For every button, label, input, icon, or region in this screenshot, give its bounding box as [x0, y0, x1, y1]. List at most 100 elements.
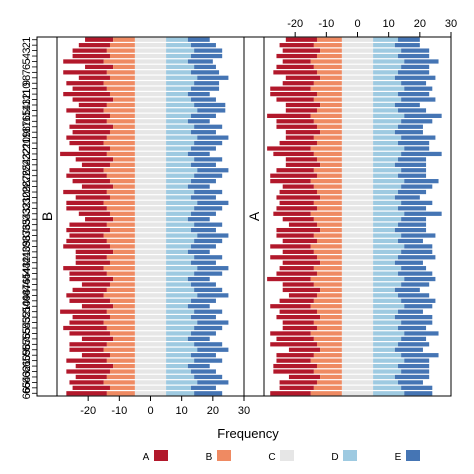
- bar-A-20-C: [341, 140, 374, 146]
- bar-B-18-E: [191, 130, 216, 135]
- bar-A-61-C: [341, 363, 374, 369]
- y-tick-label-28: 28: [21, 180, 33, 192]
- legend-swatch-D: [343, 450, 357, 461]
- bar-B-61-A: [75, 363, 114, 369]
- bar-A-39-E: [404, 244, 433, 249]
- bar-B-17-E: [194, 124, 223, 129]
- bar-A-35-D: [373, 222, 399, 227]
- bar-B-25-D: [166, 168, 198, 173]
- x-tick-label-bottom-0: 0: [147, 405, 153, 417]
- bar-B-36-D: [166, 227, 192, 233]
- bar-A-14-B: [316, 108, 342, 113]
- bar-B-14-D: [166, 108, 198, 113]
- bar-A-55-C: [341, 331, 374, 336]
- bar-B-25-B: [103, 168, 135, 173]
- bar-B-5-D: [166, 59, 188, 64]
- bar-A-26-C: [341, 173, 374, 178]
- y-tick-label-15: 15: [21, 110, 33, 122]
- y-tick-label-22: 22: [21, 148, 33, 160]
- bar-B-46-D: [166, 282, 192, 287]
- bar-B-40-B: [113, 249, 135, 254]
- bar-A-30-C: [341, 195, 374, 200]
- bar-A-15-D: [373, 113, 405, 118]
- bar-B-58-A: [69, 347, 104, 352]
- y-tick-label-43: 43: [21, 262, 33, 274]
- bar-A-28-A: [282, 184, 314, 189]
- bar-A-4-D: [373, 53, 399, 59]
- bar-A-29-C: [341, 189, 374, 195]
- bar-A-29-B: [316, 189, 342, 195]
- bar-B-30-C: [134, 195, 167, 200]
- x-tick-label-top-10: 10: [383, 18, 395, 30]
- bar-A-24-D: [373, 162, 395, 167]
- bar-A-65-B: [313, 385, 342, 390]
- bar-B-1-E: [187, 37, 210, 42]
- bar-A-44-D: [373, 271, 399, 276]
- bar-A-57-E: [398, 342, 430, 347]
- bar-A-16-E: [401, 119, 433, 124]
- bar-A-7-E: [398, 70, 430, 75]
- bar-A-66-E: [404, 391, 433, 396]
- y-tick-label-58: 58: [21, 344, 33, 356]
- bar-A-36-A: [276, 227, 321, 233]
- bar-B-3-E: [194, 48, 223, 53]
- bar-B-7-D: [166, 70, 192, 75]
- y-tick-label-31: 31: [21, 197, 33, 209]
- bar-A-35-E: [398, 222, 427, 227]
- legend-label-D: D: [331, 452, 338, 463]
- bar-A-42-E: [394, 260, 423, 265]
- bar-B-6-E: [194, 64, 216, 70]
- bar-A-30-A: [276, 195, 321, 200]
- y-tick-label-50: 50: [21, 300, 33, 312]
- bar-B-58-B: [103, 347, 135, 352]
- bar-A-38-A: [282, 238, 317, 244]
- bar-B-13-C: [134, 102, 167, 108]
- y-tick-label-49: 49: [21, 295, 33, 307]
- bar-B-34-E: [187, 217, 210, 222]
- bar-A-60-B: [310, 358, 342, 363]
- bar-B-62-D: [166, 369, 192, 374]
- bar-A-6-C: [341, 64, 374, 70]
- bar-B-28-C: [134, 184, 167, 189]
- bar-A-26-B: [316, 173, 342, 178]
- bar-B-35-E: [194, 222, 223, 227]
- bar-B-42-B: [109, 260, 135, 265]
- bar-B-11-B: [109, 91, 135, 97]
- bar-B-52-D: [166, 315, 192, 320]
- bar-A-60-C: [341, 358, 374, 363]
- bar-B-1-A: [85, 37, 114, 42]
- bar-B-26-E: [194, 173, 223, 178]
- y-tick-label-30: 30: [21, 191, 33, 203]
- y-tick-label-60: 60: [21, 355, 33, 367]
- bar-B-37-A: [69, 233, 104, 238]
- bar-A-59-E: [401, 353, 439, 358]
- bar-A-26-E: [398, 173, 427, 178]
- bar-A-10-D: [373, 86, 405, 91]
- bar-A-43-E: [401, 266, 427, 271]
- bar-A-11-D: [373, 91, 399, 97]
- bar-B-35-D: [166, 222, 195, 227]
- y-tick-label-25: 25: [21, 164, 33, 176]
- bar-A-25-B: [313, 168, 342, 173]
- bar-A-54-D: [373, 325, 399, 331]
- bar-B-9-D: [166, 81, 195, 86]
- bar-B-3-C: [134, 48, 167, 53]
- bar-A-64-D: [373, 380, 399, 385]
- bar-A-62-A: [273, 369, 314, 374]
- bar-B-17-B: [113, 124, 135, 129]
- y-tick-label-52: 52: [21, 311, 33, 323]
- bar-A-34-E: [401, 217, 427, 222]
- bar-A-10-E: [404, 86, 433, 91]
- bar-B-9-C: [134, 81, 167, 86]
- bar-B-29-C: [134, 189, 167, 195]
- bar-A-18-D: [373, 130, 395, 135]
- bar-A-54-C: [341, 325, 374, 331]
- y-tick-label-66: 66: [21, 387, 33, 399]
- bar-B-7-A: [63, 70, 107, 75]
- bar-A-32-D: [373, 206, 399, 211]
- bar-B-8-C: [134, 75, 167, 80]
- bar-B-59-E: [191, 353, 216, 358]
- bar-A-62-C: [341, 369, 374, 374]
- bar-B-38-E: [194, 238, 223, 244]
- bar-B-19-E: [197, 135, 229, 140]
